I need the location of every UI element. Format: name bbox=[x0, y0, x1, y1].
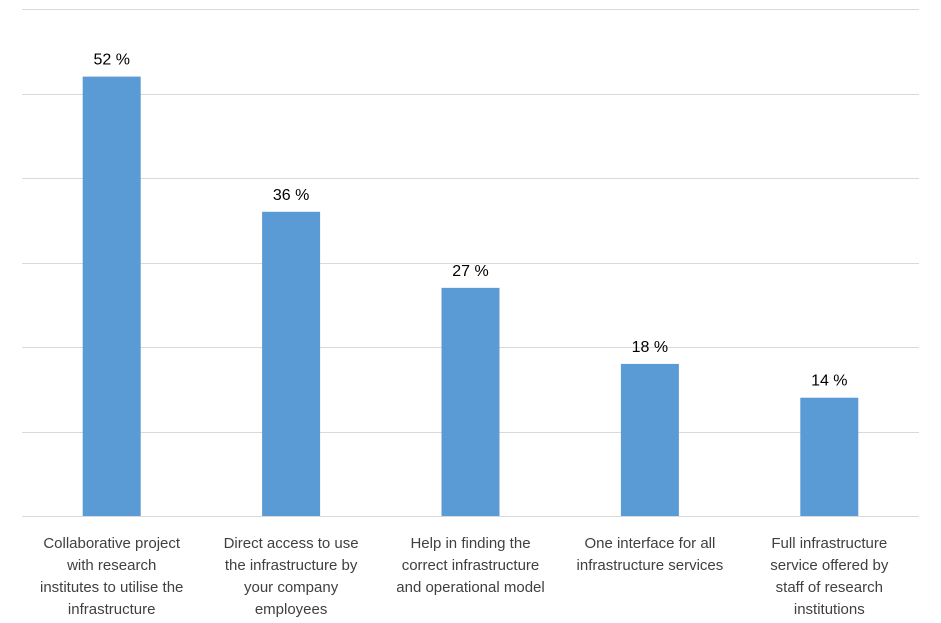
category-label: infrastructure bbox=[68, 601, 156, 618]
bar bbox=[262, 211, 321, 517]
bar bbox=[620, 363, 679, 516]
data-label: 36 % bbox=[273, 187, 309, 204]
category-label: correct infrastructure bbox=[402, 557, 540, 574]
category-label: institutes to utilise the bbox=[40, 579, 183, 596]
category-label: employees bbox=[255, 601, 328, 618]
data-label: 14 % bbox=[811, 373, 847, 390]
category-label: Collaborative project bbox=[43, 535, 181, 552]
data-label: 27 % bbox=[452, 263, 488, 280]
category-label: with research bbox=[66, 557, 156, 574]
category-label: One interface for all bbox=[584, 535, 715, 552]
bars bbox=[82, 76, 859, 517]
category-label: Direct access to use bbox=[224, 535, 359, 552]
data-label: 52 % bbox=[93, 52, 129, 69]
category-label: staff of research bbox=[776, 579, 883, 596]
category-label: institutions bbox=[794, 601, 865, 618]
category-label: and operational model bbox=[396, 579, 544, 596]
category-label: your company bbox=[244, 579, 339, 596]
bar bbox=[441, 287, 500, 516]
bar bbox=[800, 397, 859, 516]
data-label: 18 % bbox=[632, 339, 668, 356]
category-label: service offered by bbox=[770, 557, 889, 574]
category-label: infrastructure services bbox=[577, 557, 724, 574]
category-labels: Collaborative project with research instit… bbox=[40, 535, 889, 618]
data-labels: 52 % 36 % 27 % 18 % 14 % bbox=[93, 52, 847, 390]
category-label: the infrastructure by bbox=[225, 557, 358, 574]
bar bbox=[82, 76, 141, 516]
category-label: Help in finding the bbox=[410, 535, 530, 552]
category-label: Full infrastructure bbox=[771, 535, 887, 552]
